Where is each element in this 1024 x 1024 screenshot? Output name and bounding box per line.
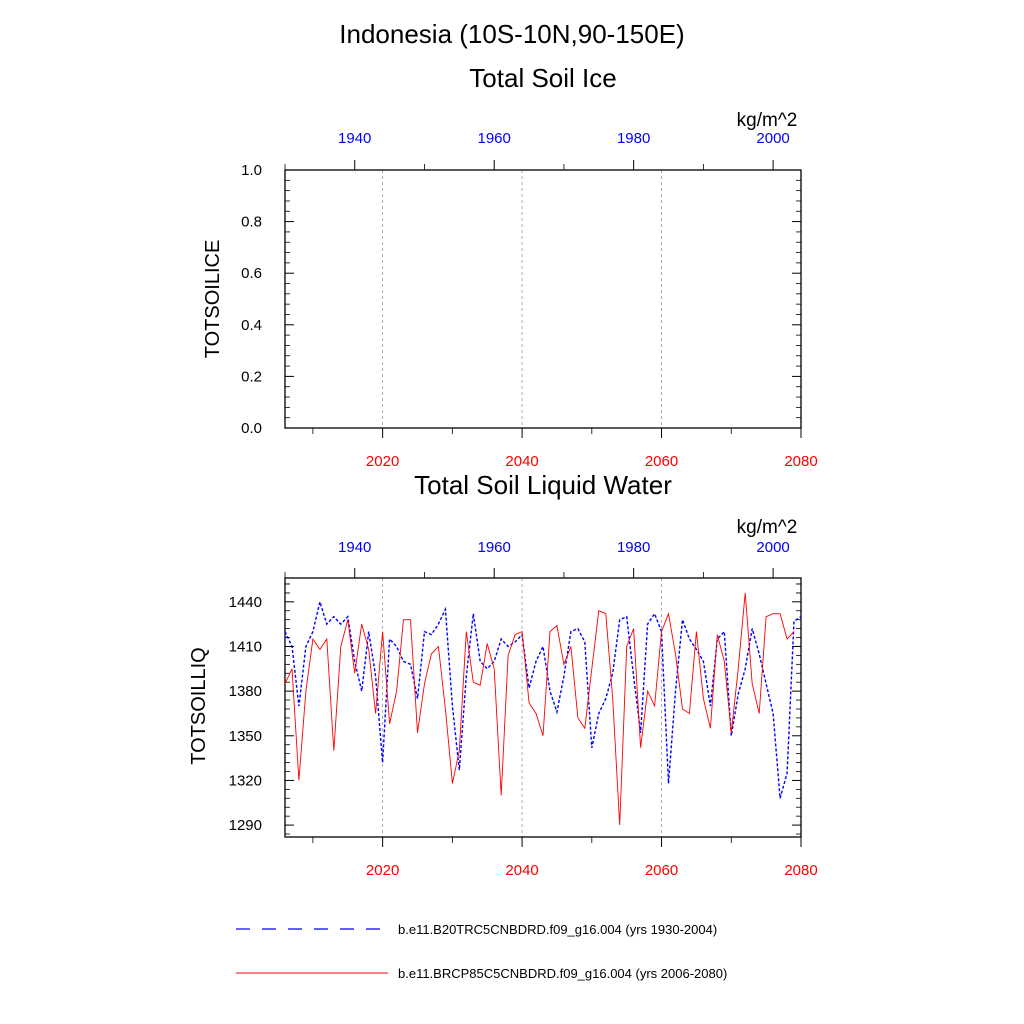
x-tick-label-bottom: 2020 [366, 862, 399, 879]
x-tick-label-top: 1960 [478, 539, 511, 556]
legend-label-historical: b.e11.B20TRC5CNBDRD.f09_g16.004 (yrs 193… [398, 922, 717, 937]
y-tick-label: 1.0 [241, 162, 262, 179]
x-tick-label-bottom: 2060 [645, 453, 678, 470]
x-tick-label-top: 1940 [338, 539, 371, 556]
x-tick-label-bottom: 2080 [784, 862, 817, 879]
page-title: Indonesia (10S-10N,90-150E) [339, 19, 684, 49]
x-tick-label-top: 2000 [756, 539, 789, 556]
chart-title: Total Soil Liquid Water [414, 470, 672, 500]
x-tick-label-bottom: 2020 [366, 453, 399, 470]
units-label: kg/m^2 [737, 110, 798, 131]
legend-label-rcp85: b.e11.BRCP85C5CNBDRD.f09_g16.004 (yrs 20… [398, 966, 727, 981]
y-axis-label: TOTSOILICE [202, 240, 224, 359]
x-tick-label-bottom: 2040 [505, 453, 538, 470]
y-tick-label: 1380 [229, 683, 262, 700]
legend: b.e11.B20TRC5CNBDRD.f09_g16.004 (yrs 193… [236, 922, 727, 981]
units-label: kg/m^2 [737, 517, 798, 538]
x-tick-label-bottom: 2060 [645, 862, 678, 879]
y-tick-label: 0.6 [241, 265, 262, 282]
x-tick-label-top: 1980 [617, 130, 650, 147]
y-tick-label: 1320 [229, 772, 262, 789]
chart-panel-soil-ice: Total Soil Ice kg/m^2 TOTSOILICE 0.0 0.2 0… [202, 63, 818, 470]
chart-title: Total Soil Ice [469, 63, 616, 93]
series-line-rcp85 [284, 592, 795, 826]
y-tick-label: 1440 [229, 594, 262, 611]
chart-panel-soil-liquid-water: Total Soil Liquid Water kg/m^2 TOTSOILLI… [188, 470, 818, 879]
plot-frame [284, 577, 802, 838]
x-tick-label-top: 1980 [617, 539, 650, 556]
y-tick-label: 1290 [229, 817, 262, 834]
y-tick-label: 1410 [229, 638, 262, 655]
x-tick-label-top: 2000 [756, 130, 789, 147]
y-tick-label: 1350 [229, 728, 262, 745]
x-tick-label-bottom: 2040 [505, 862, 538, 879]
y-axis-label: TOTSOILLIQ [188, 647, 210, 764]
y-tick-label: 0.4 [241, 317, 262, 334]
y-tick-label: 0.0 [241, 420, 262, 437]
y-tick-label: 0.8 [241, 214, 262, 231]
x-tick-label-bottom: 2080 [784, 453, 817, 470]
x-tick-label-top: 1940 [338, 130, 371, 147]
y-tick-label: 0.2 [241, 368, 262, 385]
x-tick-label-top: 1960 [478, 130, 511, 147]
series-line-historical [284, 599, 802, 799]
plot-frame [284, 169, 802, 429]
